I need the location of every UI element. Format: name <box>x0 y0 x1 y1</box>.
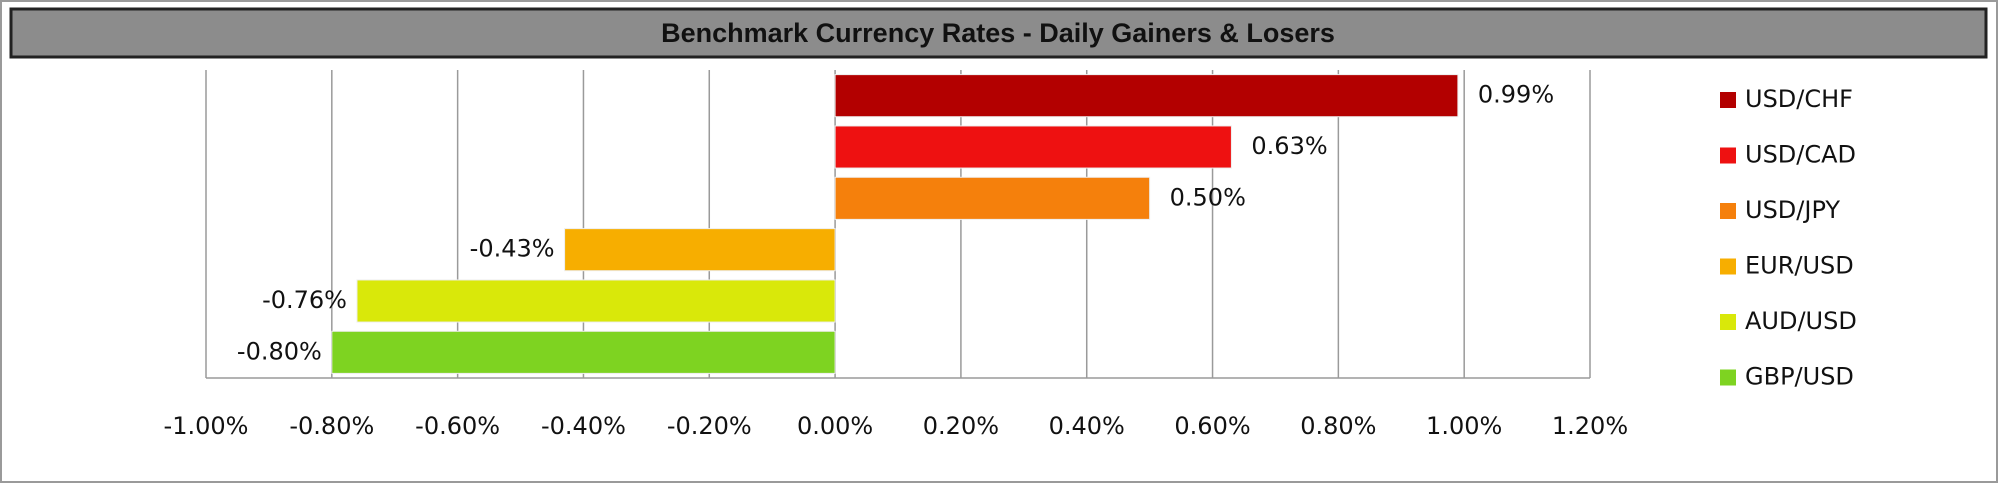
legend-label: USD/CAD <box>1745 141 1856 169</box>
legend-swatch <box>1720 147 1736 164</box>
data-label: -0.80% <box>237 337 322 365</box>
x-tick-label: 0.20% <box>923 412 999 440</box>
x-tick-label: -0.40% <box>541 412 626 440</box>
bar <box>834 176 1151 220</box>
legend-label: GBP/USD <box>1745 363 1854 391</box>
bar <box>331 330 836 374</box>
legend-label: USD/JPY <box>1745 196 1840 224</box>
x-tick-label: 0.00% <box>797 412 873 440</box>
legend-swatch <box>1720 92 1736 108</box>
data-label: -0.43% <box>470 235 555 263</box>
x-tick-label: -0.60% <box>415 412 500 440</box>
legend-swatch <box>1720 369 1736 386</box>
x-tick-label: -1.00% <box>164 412 249 440</box>
x-tick-label: 0.80% <box>1300 412 1376 440</box>
bar <box>564 228 836 272</box>
data-label: 0.63% <box>1251 132 1327 160</box>
x-tick-label: -0.20% <box>667 412 752 440</box>
x-tick-label: 1.00% <box>1426 412 1502 440</box>
data-label: 0.50% <box>1170 183 1246 211</box>
legend-swatch <box>1720 258 1736 275</box>
x-tick-label: 1.20% <box>1552 412 1628 440</box>
chart-title: Benchmark Currency Rates - Daily Gainers… <box>661 18 1335 48</box>
legend-label: USD/CHF <box>1745 85 1853 113</box>
bar <box>356 279 836 323</box>
x-tick-label: -0.80% <box>289 412 374 440</box>
x-tick-label: 0.60% <box>1174 412 1250 440</box>
legend-swatch <box>1720 314 1736 330</box>
x-tick-label: 0.40% <box>1049 412 1125 440</box>
legend-swatch <box>1720 203 1736 219</box>
title-bar <box>9 7 1988 59</box>
bar <box>834 74 1459 118</box>
data-label: 0.99% <box>1478 81 1554 109</box>
bar <box>834 125 1232 169</box>
legend-label: EUR/USD <box>1745 252 1854 280</box>
data-label: -0.76% <box>262 286 347 314</box>
legend-label: AUD/USD <box>1745 307 1857 335</box>
